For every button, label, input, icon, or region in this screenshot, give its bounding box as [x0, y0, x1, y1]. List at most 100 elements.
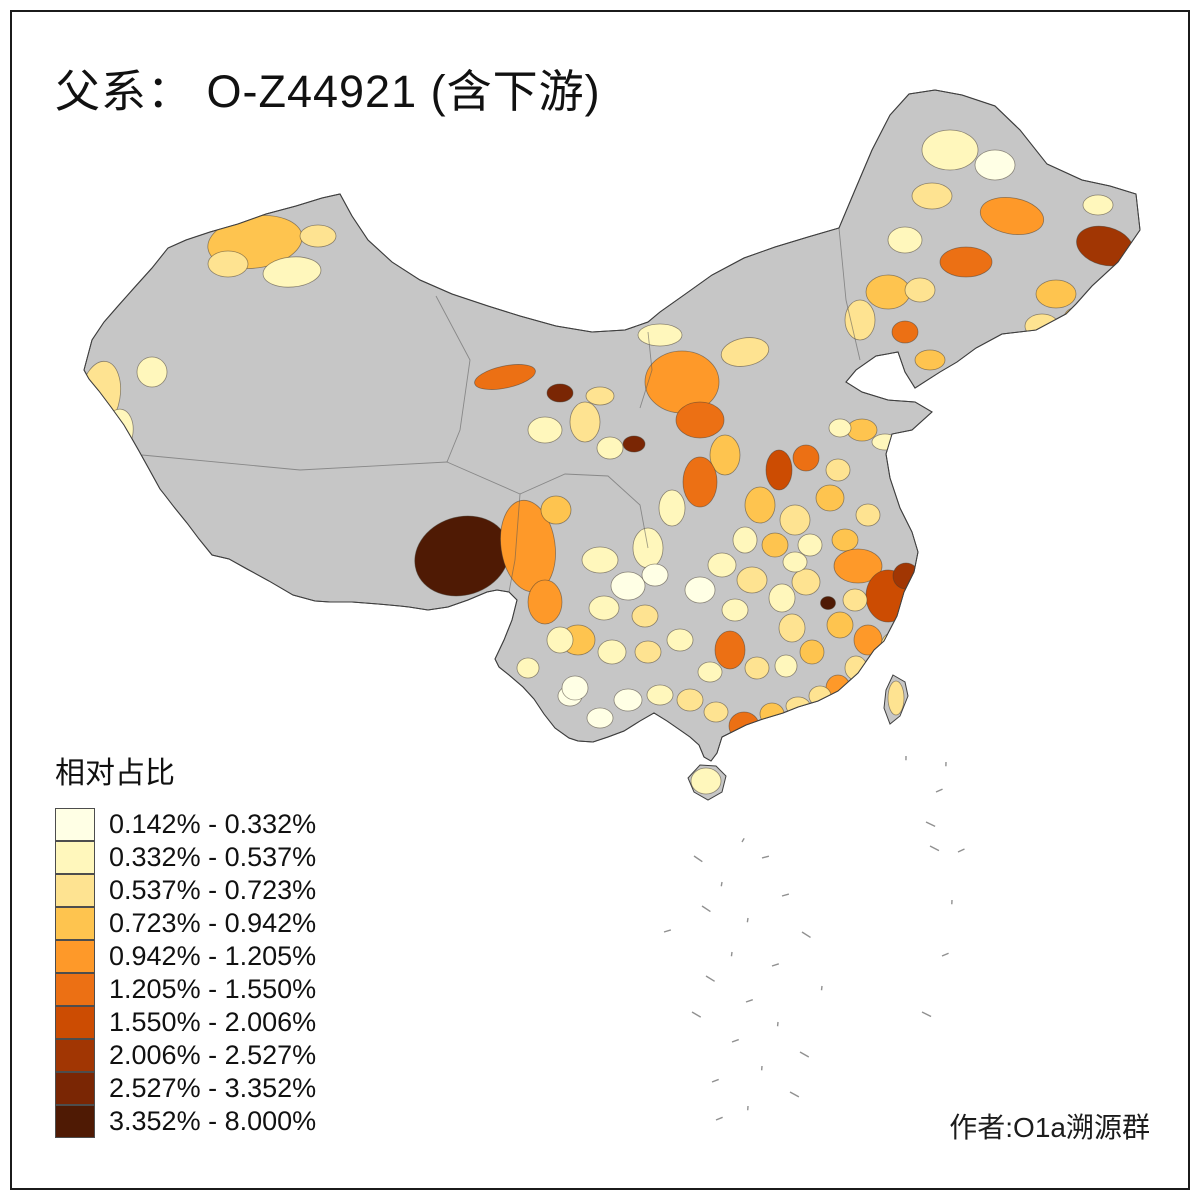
- map-region: [697, 661, 723, 683]
- map-region: [785, 696, 811, 716]
- map-region: [797, 533, 823, 557]
- sea-island-mark: [746, 917, 749, 923]
- map-region: [778, 613, 806, 643]
- map-region: [546, 626, 574, 654]
- sea-island-mark: [941, 952, 949, 957]
- map-region: [979, 197, 1045, 235]
- map-region: [299, 224, 337, 248]
- map-region: [791, 568, 821, 596]
- map-region: [610, 571, 646, 601]
- map-region: [891, 320, 919, 344]
- map-region: [853, 624, 883, 656]
- sea-island-mark: [781, 893, 790, 897]
- map-region: [703, 701, 729, 723]
- sea-island-mark: [799, 1051, 810, 1058]
- map-region: [207, 250, 249, 278]
- map-region: [588, 595, 620, 621]
- author-credit: 作者:O1a溯源群: [949, 1112, 1150, 1143]
- sea-island-mark: [745, 999, 753, 1003]
- legend-title: 相对占比: [55, 757, 175, 790]
- legend-label: 0.332% - 0.537%: [109, 842, 317, 872]
- sea-island-mark: [701, 905, 711, 913]
- map-region: [831, 528, 859, 552]
- sea-island-mark: [715, 1116, 723, 1121]
- sea-island-mark: [720, 881, 723, 887]
- map-region: [911, 182, 953, 210]
- map-region: [820, 596, 836, 610]
- map-region: [871, 433, 899, 451]
- legend-label: 1.205% - 1.550%: [109, 974, 317, 1004]
- map-region: [585, 386, 615, 406]
- map-region: [846, 418, 878, 442]
- legend-item: 0.942% - 1.205%: [55, 939, 317, 973]
- map-region: [721, 598, 749, 622]
- map-region: [825, 458, 851, 482]
- map-region: [646, 684, 674, 706]
- map-region: [613, 688, 643, 712]
- legend-item: 0.723% - 0.942%: [55, 906, 316, 940]
- map-region: [641, 563, 669, 587]
- legend-item: 0.537% - 0.723%: [55, 873, 316, 907]
- sea-island-mark: [747, 1105, 749, 1111]
- page-title: 父系： O-Z44921 (含下游): [55, 66, 601, 117]
- map-region: [737, 736, 757, 752]
- legend-item: 0.332% - 0.537%: [55, 840, 317, 874]
- map-region: [825, 674, 851, 702]
- map-region: [765, 449, 793, 491]
- legend-swatch: [55, 1005, 95, 1039]
- legend-swatch: [55, 873, 95, 907]
- sea-island-mark: [771, 963, 780, 967]
- map-region: [1082, 194, 1114, 216]
- map-region: [516, 657, 540, 679]
- map-region: [921, 129, 979, 171]
- legend-item: 1.205% - 1.550%: [55, 972, 317, 1006]
- sea-island-mark: [905, 755, 907, 761]
- map-region: [799, 639, 825, 665]
- sea-island-mark: [711, 1078, 719, 1083]
- map-region: [1063, 306, 1093, 330]
- map-region: [707, 552, 737, 578]
- map-region: [527, 579, 563, 625]
- map-region: [714, 630, 746, 670]
- map-region: [855, 503, 881, 527]
- map-region: [136, 356, 168, 388]
- map-region: [637, 323, 683, 347]
- map-region: [1024, 313, 1060, 339]
- map-region: [690, 767, 722, 795]
- sea-island-mark: [693, 855, 703, 863]
- legend-items: 0.142% - 0.332% 0.332% - 0.537% 0.537% - 0…: [55, 807, 317, 1138]
- legend-label: 2.527% - 3.352%: [109, 1073, 317, 1103]
- map-region: [569, 401, 601, 443]
- sea-island-marks: [663, 755, 965, 1121]
- map-region: [540, 495, 572, 525]
- legend-swatch: [55, 1104, 95, 1138]
- map-region: [720, 337, 770, 367]
- legend-label: 2.006% - 2.527%: [109, 1040, 317, 1070]
- map-region: [844, 655, 868, 681]
- map-region: [880, 632, 904, 660]
- sea-island-mark: [741, 837, 745, 843]
- legend-label: 1.550% - 2.006%: [109, 1007, 317, 1037]
- sea-island-mark: [951, 899, 953, 905]
- map-region: [666, 628, 694, 652]
- map-region: [914, 349, 946, 371]
- map-region: [779, 504, 811, 536]
- legend-label: 0.142% - 0.332%: [109, 809, 317, 839]
- legend-swatch: [55, 939, 95, 973]
- map-region: [887, 226, 923, 254]
- map-region: [631, 604, 659, 628]
- legend-swatch: [55, 1071, 95, 1105]
- map-region: [736, 566, 768, 594]
- map-region: [768, 583, 796, 613]
- legend-swatch: [55, 1038, 95, 1072]
- sea-island-mark: [731, 1038, 739, 1043]
- map-region: [744, 486, 776, 524]
- sea-island-mark: [691, 1011, 702, 1018]
- legend-label: 0.942% - 1.205%: [109, 941, 317, 971]
- legend-item: 0.142% - 0.332%: [55, 807, 317, 841]
- map-region: [939, 246, 993, 278]
- map-region: [865, 274, 911, 310]
- map-region: [561, 675, 589, 701]
- map-region: [974, 149, 1016, 181]
